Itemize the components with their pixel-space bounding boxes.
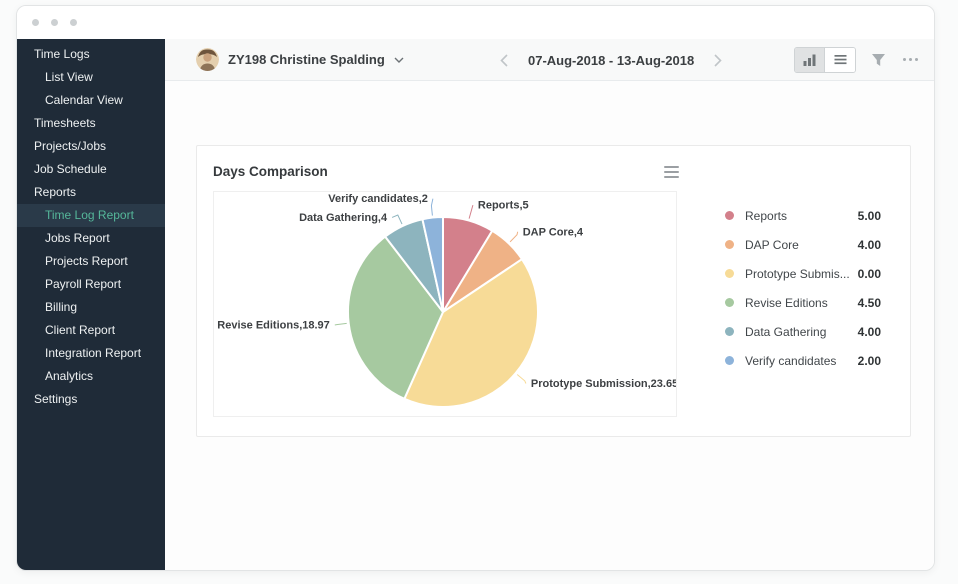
sidebar-item-payroll-report[interactable]: Payroll Report	[45, 277, 122, 291]
sidebar-item-time-log-report[interactable]: Time Log Report	[17, 204, 165, 227]
toolbar-actions	[794, 46, 920, 73]
pie-label-connector	[509, 231, 519, 243]
legend-dot	[725, 240, 734, 249]
sidebar-item-time-logs[interactable]: Time Logs	[34, 47, 90, 61]
date-range-label: 07-Aug-2018 - 13-Aug-2018	[528, 52, 695, 68]
filter-button[interactable]	[871, 53, 886, 67]
window-titlebar	[17, 6, 934, 39]
legend-label: Reports	[745, 208, 788, 223]
date-next-button[interactable]	[712, 52, 724, 69]
window-control-dot[interactable]	[51, 19, 58, 26]
legend-dot	[725, 327, 734, 336]
legend-dot	[725, 298, 734, 307]
app-window: Time Logs List View Calendar View Timesheet…	[16, 5, 935, 571]
card-header: Days Comparison	[197, 146, 679, 191]
sidebar-item-list-view[interactable]: List View	[45, 70, 93, 84]
window-control-dot[interactable]	[70, 19, 77, 26]
pie-slice-revise-editions[interactable]	[347, 235, 444, 400]
ellipsis-icon	[903, 58, 906, 61]
legend-label: Revise Editions	[745, 295, 828, 310]
pie-data-label: Revise Editions,18.97	[217, 320, 329, 332]
sidebar-item-calendar-view[interactable]: Calendar View	[45, 93, 123, 107]
legend-value: 2.00	[857, 353, 881, 368]
chevron-down-icon	[394, 57, 404, 63]
sidebar-item-integration-report[interactable]: Integration Report	[45, 346, 142, 360]
date-prev-button[interactable]	[498, 52, 510, 69]
sidebar-item-job-schedule[interactable]: Job Schedule	[34, 162, 107, 176]
legend-value: 4.00	[857, 324, 881, 339]
pie-chart-svg: Reports,5 DAP Core,4 Prototype Submission,…	[217, 193, 676, 408]
pie-data-label: Data Gathering,4	[299, 212, 388, 224]
pie-chart-plot: Reports,5 DAP Core,4 Prototype Submission,…	[213, 191, 677, 417]
legend-dot	[725, 269, 734, 278]
pie-slice-prototype-submission[interactable]	[403, 258, 539, 408]
hamburger-icon	[664, 165, 679, 168]
list-view-button[interactable]	[825, 47, 855, 72]
sidebar-item-settings[interactable]: Settings	[34, 392, 78, 406]
legend-item-reports[interactable]: Reports 5.00	[725, 201, 881, 230]
legend-item-verify-candidates[interactable]: Verify candidates 2.00	[725, 346, 881, 375]
sidebar-item-projects-jobs[interactable]: Projects/Jobs	[34, 139, 107, 153]
legend-value: 4.00	[857, 237, 881, 252]
pie-label-connector	[334, 322, 347, 326]
legend-label: Prototype Submis...	[745, 266, 850, 281]
legend-dot	[725, 211, 734, 220]
legend-item-data-gathering[interactable]: Data Gathering 4.00	[725, 317, 881, 346]
app-body: Time Logs List View Calendar View Timesheet…	[17, 39, 934, 570]
sidebar-item-client-report[interactable]: Client Report	[45, 323, 116, 337]
user-name: ZY198 Christine Spalding	[228, 52, 385, 67]
bar-chart-icon	[803, 54, 816, 66]
sidebar-item-jobs-report[interactable]: Jobs Report	[45, 231, 110, 245]
main-area: ZY198 Christine Spalding 07-Aug-2018 - 1…	[165, 39, 934, 570]
legend-value: 5.00	[857, 208, 881, 223]
list-icon	[834, 54, 847, 65]
avatar	[196, 48, 219, 71]
chart-legend: Reports 5.00 DAP Core 4.00 Prototype Submis.…	[677, 191, 910, 417]
chart-menu-button[interactable]	[664, 165, 679, 178]
legend-label: Verify candidates	[745, 353, 837, 368]
pie-label-connector	[516, 374, 527, 384]
legend-item-revise-editions[interactable]: Revise Editions 4.50	[725, 288, 881, 317]
legend-label: Data Gathering	[745, 324, 827, 339]
legend-dot	[725, 356, 734, 365]
sidebar-nav: Time Logs List View Calendar View Timesheet…	[17, 39, 165, 570]
date-range-nav: 07-Aug-2018 - 13-Aug-2018	[498, 39, 724, 81]
legend-item-prototype-submission[interactable]: Prototype Submis... 0.00	[725, 259, 881, 288]
legend-label: DAP Core	[745, 237, 799, 252]
pie-data-label: Verify candidates,2	[328, 193, 428, 205]
sidebar-item-timesheets[interactable]: Timesheets	[34, 116, 96, 130]
card-body: Reports,5 DAP Core,4 Prototype Submission,…	[197, 191, 910, 417]
pie-data-label: Reports,5	[478, 200, 529, 212]
sidebar-item-reports[interactable]: Reports	[34, 185, 77, 199]
pie-label-connector	[430, 198, 434, 216]
sidebar-item-projects-report[interactable]: Projects Report	[45, 254, 128, 268]
user-selector[interactable]: ZY198 Christine Spalding	[196, 48, 404, 71]
pie-data-label: Prototype Submission,23.65	[531, 378, 676, 390]
chart-view-button[interactable]	[795, 47, 825, 72]
pie-data-label: DAP Core,4	[523, 226, 584, 238]
sidebar-item-billing[interactable]: Billing	[45, 300, 78, 314]
top-toolbar: ZY198 Christine Spalding 07-Aug-2018 - 1…	[165, 39, 934, 81]
legend-value: 0.00	[857, 266, 881, 281]
pie-slice-verify-candidates[interactable]	[421, 216, 444, 313]
sidebar-item-analytics[interactable]: Analytics	[45, 369, 94, 383]
funnel-icon	[871, 53, 886, 67]
legend-value: 4.50	[857, 295, 881, 310]
days-comparison-card: Days Comparison Reports,5 DAP Core,4 Proto…	[196, 145, 911, 437]
content-area: Days Comparison Reports,5 DAP Core,4 Proto…	[165, 81, 934, 570]
view-toggle-group	[794, 46, 856, 73]
pie-label-connector	[391, 214, 403, 225]
window-control-dot[interactable]	[32, 19, 39, 26]
card-title: Days Comparison	[213, 164, 328, 179]
pie-label-connector	[468, 204, 474, 219]
more-options-button[interactable]	[901, 54, 920, 65]
legend-item-dap-core[interactable]: DAP Core 4.00	[725, 230, 881, 259]
